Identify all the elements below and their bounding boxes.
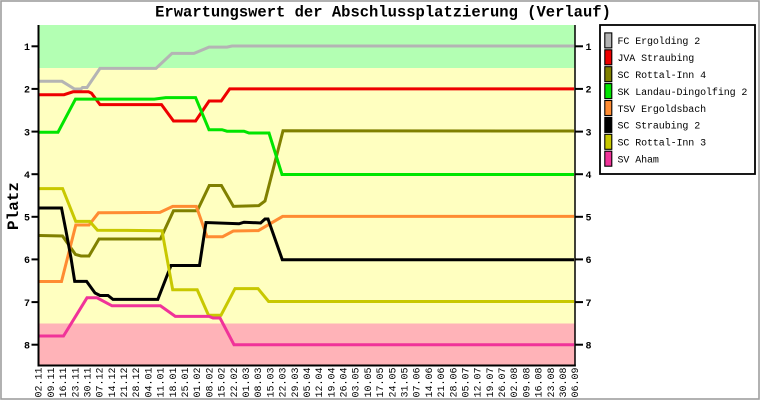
svg-text:1: 1 [586, 43, 592, 54]
svg-text:12.04: 12.04 [315, 367, 326, 397]
svg-text:26.07: 26.07 [498, 367, 509, 397]
svg-text:5: 5 [24, 214, 30, 225]
svg-text:Platz: Platz [5, 182, 23, 230]
svg-text:24.05: 24.05 [388, 367, 399, 397]
svg-text:16.08: 16.08 [535, 367, 546, 397]
svg-text:14.06: 14.06 [425, 367, 436, 397]
svg-text:09.08: 09.08 [522, 367, 533, 397]
svg-text:7: 7 [586, 299, 592, 310]
svg-text:7: 7 [24, 299, 30, 310]
svg-text:28.12: 28.12 [132, 367, 143, 397]
svg-text:2: 2 [24, 86, 30, 97]
svg-text:23.11: 23.11 [71, 367, 82, 397]
svg-text:07.12: 07.12 [96, 367, 107, 397]
svg-text:SC Rottal-Inn 4: SC Rottal-Inn 4 [618, 70, 707, 82]
svg-text:29.03: 29.03 [291, 367, 302, 397]
svg-text:6: 6 [24, 256, 30, 267]
svg-text:15.03: 15.03 [266, 367, 277, 397]
svg-text:5: 5 [586, 214, 592, 225]
svg-text:8: 8 [24, 342, 30, 353]
svg-text:06.09: 06.09 [571, 367, 582, 397]
svg-text:22.03: 22.03 [279, 367, 290, 397]
svg-text:15.02: 15.02 [218, 367, 229, 397]
svg-text:FC Ergolding 2: FC Ergolding 2 [618, 36, 701, 48]
svg-text:10.05: 10.05 [364, 367, 375, 397]
svg-text:4: 4 [586, 171, 592, 182]
svg-text:21.06: 21.06 [437, 367, 448, 397]
svg-text:21.12: 21.12 [120, 367, 131, 397]
svg-text:31.05: 31.05 [401, 367, 412, 397]
svg-text:02.08: 02.08 [510, 367, 521, 397]
svg-text:12.07: 12.07 [474, 367, 485, 397]
svg-text:14.12: 14.12 [108, 367, 119, 397]
svg-text:8: 8 [586, 342, 592, 353]
svg-text:25.01: 25.01 [181, 367, 192, 397]
svg-text:4: 4 [24, 171, 30, 182]
svg-text:22.02: 22.02 [230, 367, 241, 397]
svg-text:05.04: 05.04 [303, 367, 314, 397]
svg-text:SC Rottal-Inn 3: SC Rottal-Inn 3 [618, 138, 707, 150]
svg-text:02.11: 02.11 [35, 367, 46, 397]
svg-text:SC Straubing 2: SC Straubing 2 [618, 121, 701, 133]
svg-text:Erwartungswert der Abschlusspl: Erwartungswert der Abschlussplatzierung … [155, 4, 611, 22]
svg-text:01.02: 01.02 [193, 367, 204, 397]
svg-text:SK Landau-Dingolfing 2: SK Landau-Dingolfing 2 [618, 87, 748, 99]
svg-text:09.11: 09.11 [47, 367, 58, 397]
svg-text:JVA Straubing: JVA Straubing [618, 53, 695, 65]
svg-text:30.08: 30.08 [559, 367, 570, 397]
svg-text:26.04: 26.04 [340, 367, 351, 397]
svg-text:19.07: 19.07 [486, 367, 497, 397]
svg-text:3: 3 [24, 128, 30, 139]
svg-text:28.06: 28.06 [449, 367, 460, 397]
svg-text:08.02: 08.02 [205, 367, 216, 397]
svg-text:08.03: 08.03 [254, 367, 265, 397]
svg-text:30.11: 30.11 [84, 367, 95, 397]
svg-text:16.11: 16.11 [59, 367, 70, 397]
svg-text:01.03: 01.03 [242, 367, 253, 397]
svg-text:1: 1 [24, 43, 30, 54]
svg-text:2: 2 [586, 86, 592, 97]
svg-text:05.07: 05.07 [462, 367, 473, 397]
svg-text:04.01: 04.01 [144, 367, 155, 397]
svg-text:6: 6 [586, 256, 592, 267]
svg-text:19.04: 19.04 [327, 367, 338, 397]
svg-text:SV Aham: SV Aham [618, 155, 659, 167]
svg-text:23.08: 23.08 [547, 367, 558, 397]
svg-text:11.01: 11.01 [157, 367, 168, 397]
svg-text:03.05: 03.05 [352, 367, 363, 397]
svg-text:18.01: 18.01 [169, 367, 180, 397]
svg-text:TSV Ergoldsbach: TSV Ergoldsbach [618, 104, 707, 116]
svg-text:07.06: 07.06 [413, 367, 424, 397]
svg-text:3: 3 [586, 128, 592, 139]
svg-text:17.05: 17.05 [376, 367, 387, 397]
